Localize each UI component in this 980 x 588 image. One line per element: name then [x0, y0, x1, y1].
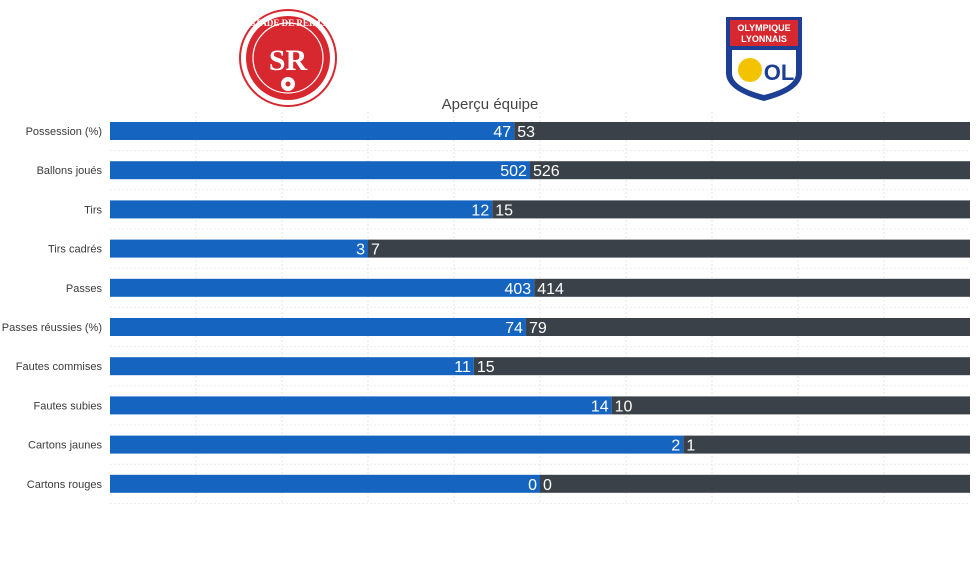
category-label: Cartons rouges — [27, 479, 103, 491]
away-logo-text-1: OLYMPIQUE — [737, 23, 790, 33]
away-value-label: 7 — [371, 242, 380, 259]
category-label: Passes — [66, 283, 103, 295]
away-bar — [534, 278, 970, 297]
home-bar — [110, 435, 684, 454]
category-label: Possession (%) — [26, 126, 102, 138]
home-value-label: 2 — [671, 438, 680, 455]
away-bar — [473, 357, 970, 376]
home-bar — [110, 396, 612, 415]
category-label: Tirs — [84, 204, 102, 216]
home-value-label: 403 — [505, 281, 532, 298]
home-bar — [110, 239, 368, 258]
home-bar — [110, 200, 493, 219]
away-bar — [514, 122, 970, 140]
category-label: Fautes commises — [16, 361, 103, 373]
away-bar — [529, 161, 970, 180]
category-label: Ballons joués — [37, 165, 103, 177]
home-value-label: 14 — [591, 398, 609, 415]
away-logo-text-2: LYONNAIS — [741, 34, 787, 44]
away-bar — [683, 435, 970, 454]
stade-de-reims-logo: STADE DE REIMS SR — [239, 9, 337, 107]
home-bar — [110, 122, 515, 140]
away-value-label: 15 — [477, 359, 495, 376]
chart-title: Aperçu équipe — [441, 96, 539, 113]
away-value-label: 15 — [495, 202, 513, 219]
category-label: Fautes subies — [34, 400, 103, 412]
away-logo-monogram: OL — [764, 60, 795, 85]
home-value-label: 3 — [356, 242, 365, 259]
home-value-label: 74 — [505, 320, 523, 337]
away-value-label: 53 — [517, 124, 535, 141]
away-value-label: 1 — [686, 438, 695, 455]
away-bar — [525, 318, 970, 336]
category-label: Tirs cadrés — [48, 244, 102, 256]
away-value-label: 414 — [537, 281, 564, 298]
home-logo-text: STADE DE REIMS — [250, 18, 326, 28]
home-value-label: 47 — [493, 124, 511, 141]
home-logo-monogram: SR — [269, 44, 308, 77]
home-bar — [110, 161, 530, 180]
away-value-label: 526 — [533, 163, 560, 180]
away-bar — [492, 200, 970, 219]
category-label: Cartons jaunes — [28, 440, 102, 452]
home-bar — [110, 318, 526, 336]
home-value-label: 502 — [500, 163, 527, 180]
away-value-label: 0 — [543, 477, 552, 494]
away-value-label: 10 — [615, 398, 633, 415]
away-bar — [611, 396, 970, 415]
home-value-label: 12 — [471, 202, 489, 219]
away-value-label: 79 — [529, 320, 547, 337]
home-bar — [110, 474, 540, 493]
away-bar — [368, 239, 970, 258]
home-bar — [110, 357, 474, 376]
category-label: Passes réussies (%) — [2, 322, 102, 334]
olympique-lyonnais-logo: OLYMPIQUE LYONNAIS OL — [726, 17, 802, 101]
home-bar — [110, 278, 535, 297]
home-value-label: 11 — [454, 359, 471, 376]
home-value-label: 0 — [528, 477, 537, 494]
away-bar — [540, 474, 970, 493]
